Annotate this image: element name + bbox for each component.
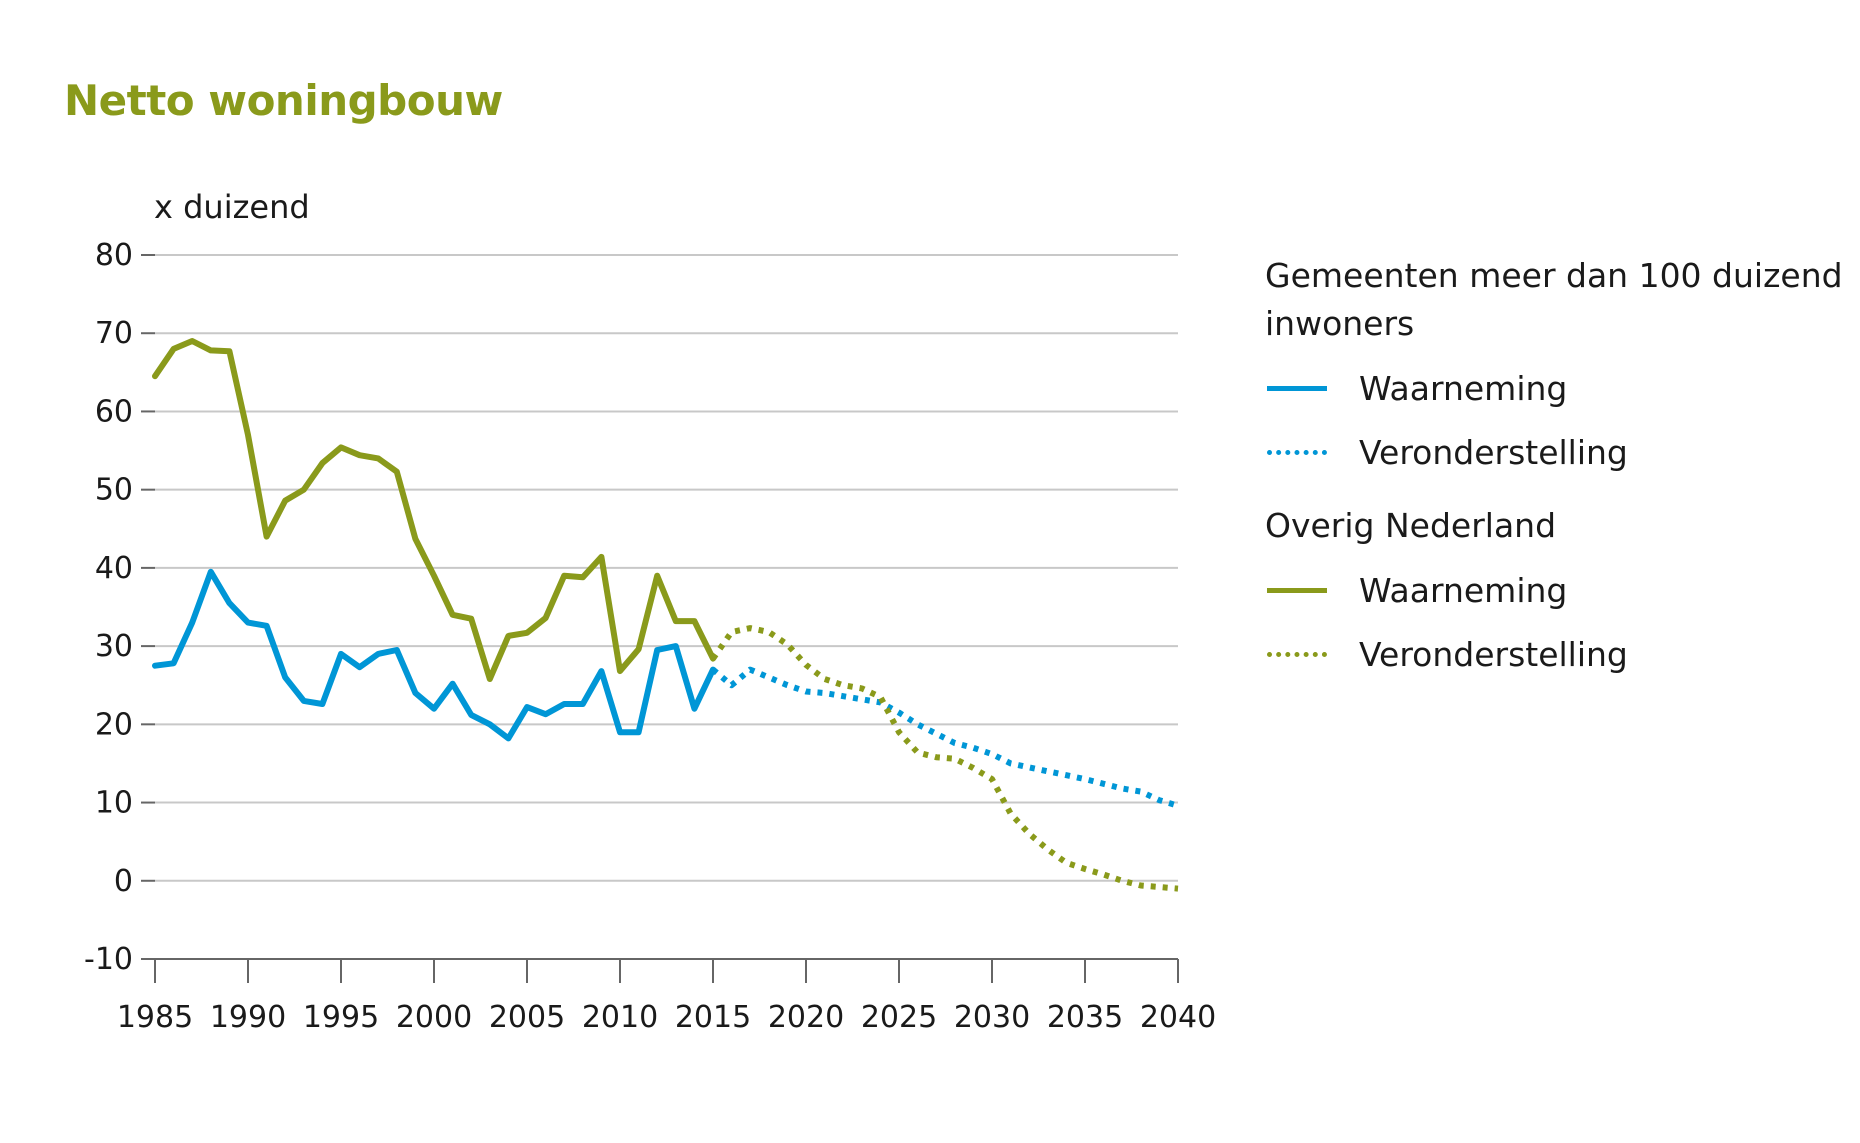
series-lines <box>152 338 1179 892</box>
legend-label: Waarneming <box>1359 368 1568 408</box>
chart-title: Netto woningbouw <box>64 76 503 125</box>
legend-label: Waarneming <box>1359 570 1568 610</box>
legend-group-title-large-municipalities: Gemeenten meer dan 100 duizend inwoners <box>1265 256 1843 343</box>
x-tick-label: 1995 <box>303 1000 379 1035</box>
y-tick-label: 40 <box>95 551 133 586</box>
x-tick-label: 2035 <box>1047 1000 1123 1035</box>
x-tick-label: 2040 <box>1140 1000 1216 1035</box>
legend-group-title-rest-netherlands: Overig Nederland <box>1265 506 1557 545</box>
y-tick-label: 10 <box>95 786 133 821</box>
gridlines <box>155 254 1178 882</box>
y-axis-unit-label: x duizend <box>154 188 310 226</box>
x-tick-label: 2010 <box>582 1000 658 1035</box>
y-tick-label: 30 <box>95 629 133 664</box>
legend-swatch-green-dotted <box>1267 651 1327 657</box>
legend-swatch-green-solid <box>1267 587 1327 593</box>
legend-item-rest-observed: Waarneming <box>1265 558 1845 622</box>
x-tick-label: 2030 <box>954 1000 1030 1035</box>
legend-swatch-blue-dotted <box>1267 449 1327 455</box>
legend-swatch-blue-solid <box>1267 385 1327 391</box>
y-tick-label: -10 <box>84 942 133 977</box>
x-tick-label: 2000 <box>396 1000 472 1035</box>
legend-item-large-projected: Veronderstelling <box>1265 420 1845 484</box>
x-tick-label: 1985 <box>117 1000 193 1035</box>
legend-item-large-observed: Waarneming <box>1265 356 1845 420</box>
legend-label: Veronderstelling <box>1359 634 1628 674</box>
series-line-projected-blue <box>711 666 1179 809</box>
legend-item-rest-projected: Veronderstelling <box>1265 622 1845 686</box>
y-tick-label: 70 <box>95 316 133 351</box>
legend-label: Veronderstelling <box>1359 432 1628 472</box>
y-tick-label: 0 <box>114 864 133 899</box>
y-tick-label: 60 <box>95 394 133 429</box>
series-line-observed-green <box>152 338 716 682</box>
x-tick-label: 1990 <box>210 1000 286 1035</box>
y-tick-label: 20 <box>95 707 133 742</box>
series-line-observed-blue <box>152 568 716 742</box>
legend: Gemeenten meer dan 100 duizend inwoners … <box>1265 252 1845 686</box>
y-tick-label: 80 <box>95 238 133 273</box>
series-line-projected-green <box>710 625 1179 892</box>
x-tick-label: 2020 <box>768 1000 844 1035</box>
x-tick-label: 2025 <box>861 1000 937 1035</box>
y-tick-label: 50 <box>95 473 133 508</box>
x-tick-label: 2005 <box>489 1000 565 1035</box>
x-tick-label: 2015 <box>675 1000 751 1035</box>
